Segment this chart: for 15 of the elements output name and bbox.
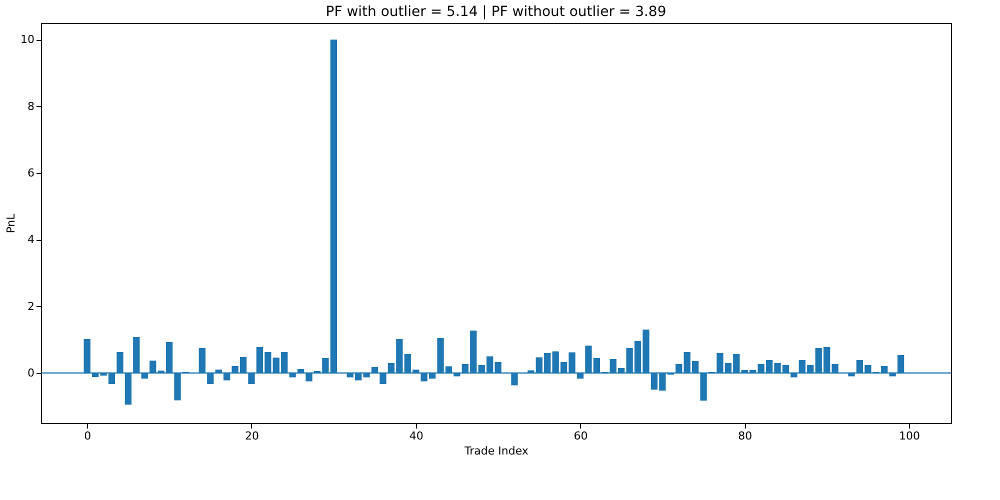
- x-tick-label: 80: [738, 430, 752, 442]
- x-axis-title: Trade Index: [464, 444, 529, 458]
- x-tick-label: 40: [409, 430, 424, 442]
- y-tick-label: 6: [28, 166, 34, 180]
- chart-title: PF with outlier = 5.14 | PF without outlier = 3.89: [326, 4, 666, 20]
- x-tick-label: 0: [84, 430, 92, 442]
- y-axis-title: PnL: [4, 212, 18, 234]
- y-tick-label: 0: [28, 366, 34, 380]
- y-tick-label: 8: [28, 100, 34, 113]
- y-tick-label: 4: [28, 233, 34, 246]
- x-tick-label: 20: [244, 430, 259, 442]
- x-tick-label: 60: [574, 430, 588, 442]
- x-tick-label: 100: [899, 430, 920, 442]
- y-tick-label: 2: [28, 300, 34, 313]
- y-tick-label: 10: [20, 33, 34, 46]
